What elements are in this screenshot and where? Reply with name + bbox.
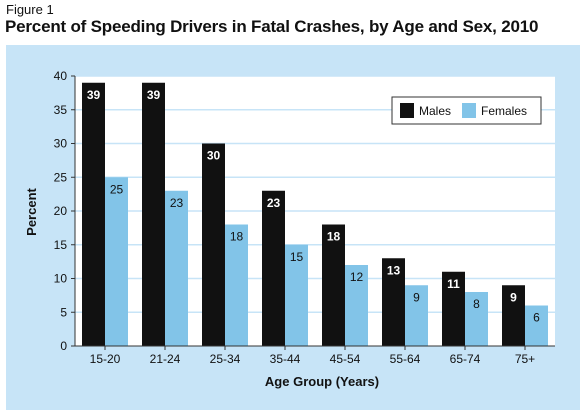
y-tick-label: 20: [54, 204, 68, 218]
x-tick-label: 75+: [515, 352, 535, 366]
bar-males-65-74: [442, 271, 465, 346]
axes: 0 5 10 15 20 25 30 35 40 15-20 21-24 25-34 35-44 45-5…: [54, 69, 555, 366]
bar-females-55-64: [405, 285, 428, 346]
bar-males-45-54: [322, 224, 345, 346]
data-label: 6: [533, 311, 540, 325]
x-tick-label: 65-74: [450, 352, 481, 366]
bar-males-25-34: [202, 143, 225, 346]
data-label: 25: [110, 182, 124, 196]
bar-females-25-34: [225, 224, 248, 346]
data-label: 39: [87, 88, 101, 102]
x-tick-label: 15-20: [90, 352, 121, 366]
data-label: 11: [447, 277, 460, 291]
y-tick-label: 35: [54, 103, 68, 117]
chart-title: Percent of Speeding Drivers in Fatal Cra…: [5, 17, 539, 36]
figure-label: Figure 1: [6, 2, 54, 17]
data-label: 15: [290, 250, 304, 264]
x-tick-label: 25-34: [210, 352, 241, 366]
x-axis-label: Age Group (Years): [265, 374, 379, 389]
bar-males-35-44: [262, 190, 285, 346]
legend-swatch-males: [400, 103, 414, 118]
y-tick-label: 5: [60, 305, 67, 319]
bar-females-15-20: [105, 177, 128, 346]
bar-males-55-64: [382, 258, 405, 346]
y-tick-label: 25: [54, 170, 68, 184]
y-axis-label: Percent: [24, 187, 39, 235]
legend-label-females: Females: [481, 104, 527, 118]
bar-females-35-44: [285, 244, 308, 346]
x-tick-label: 55-64: [390, 352, 421, 366]
data-label: 30: [207, 149, 221, 163]
x-tick-label: 45-54: [330, 352, 361, 366]
legend-swatch-females: [462, 103, 476, 118]
data-label: 18: [327, 230, 341, 244]
bar-females-65-74: [465, 292, 488, 346]
y-tick-label: 30: [54, 137, 68, 151]
data-label: 23: [170, 196, 184, 210]
data-label: 8: [473, 297, 480, 311]
bar-females-45-54: [345, 265, 368, 346]
bars: 39 25 39 23 30 18 23 15 18 12 13 9 11 8 9 6: [82, 82, 548, 346]
y-tick-label: 10: [54, 272, 68, 286]
data-label: 13: [387, 263, 401, 277]
legend: Males Females: [391, 96, 542, 125]
x-tick-label: 21-24: [150, 352, 181, 366]
data-label: 9: [413, 290, 420, 304]
y-tick-label: 15: [54, 238, 68, 252]
bar-females-75+: [525, 305, 548, 346]
bar-males-15-20: [82, 82, 105, 346]
data-label: 12: [350, 270, 364, 284]
bar-females-21-24: [165, 190, 188, 346]
data-label: 18: [230, 230, 244, 244]
data-label: 9: [510, 290, 517, 304]
bar-males-21-24: [142, 82, 165, 346]
y-tick-label: 40: [54, 69, 68, 83]
data-label: 39: [147, 88, 161, 102]
data-label: 23: [267, 196, 281, 210]
legend-label-males: Males: [419, 104, 451, 118]
y-tick-label: 0: [60, 339, 67, 353]
bar-males-75+: [502, 285, 525, 346]
x-tick-label: 35-44: [270, 352, 301, 366]
